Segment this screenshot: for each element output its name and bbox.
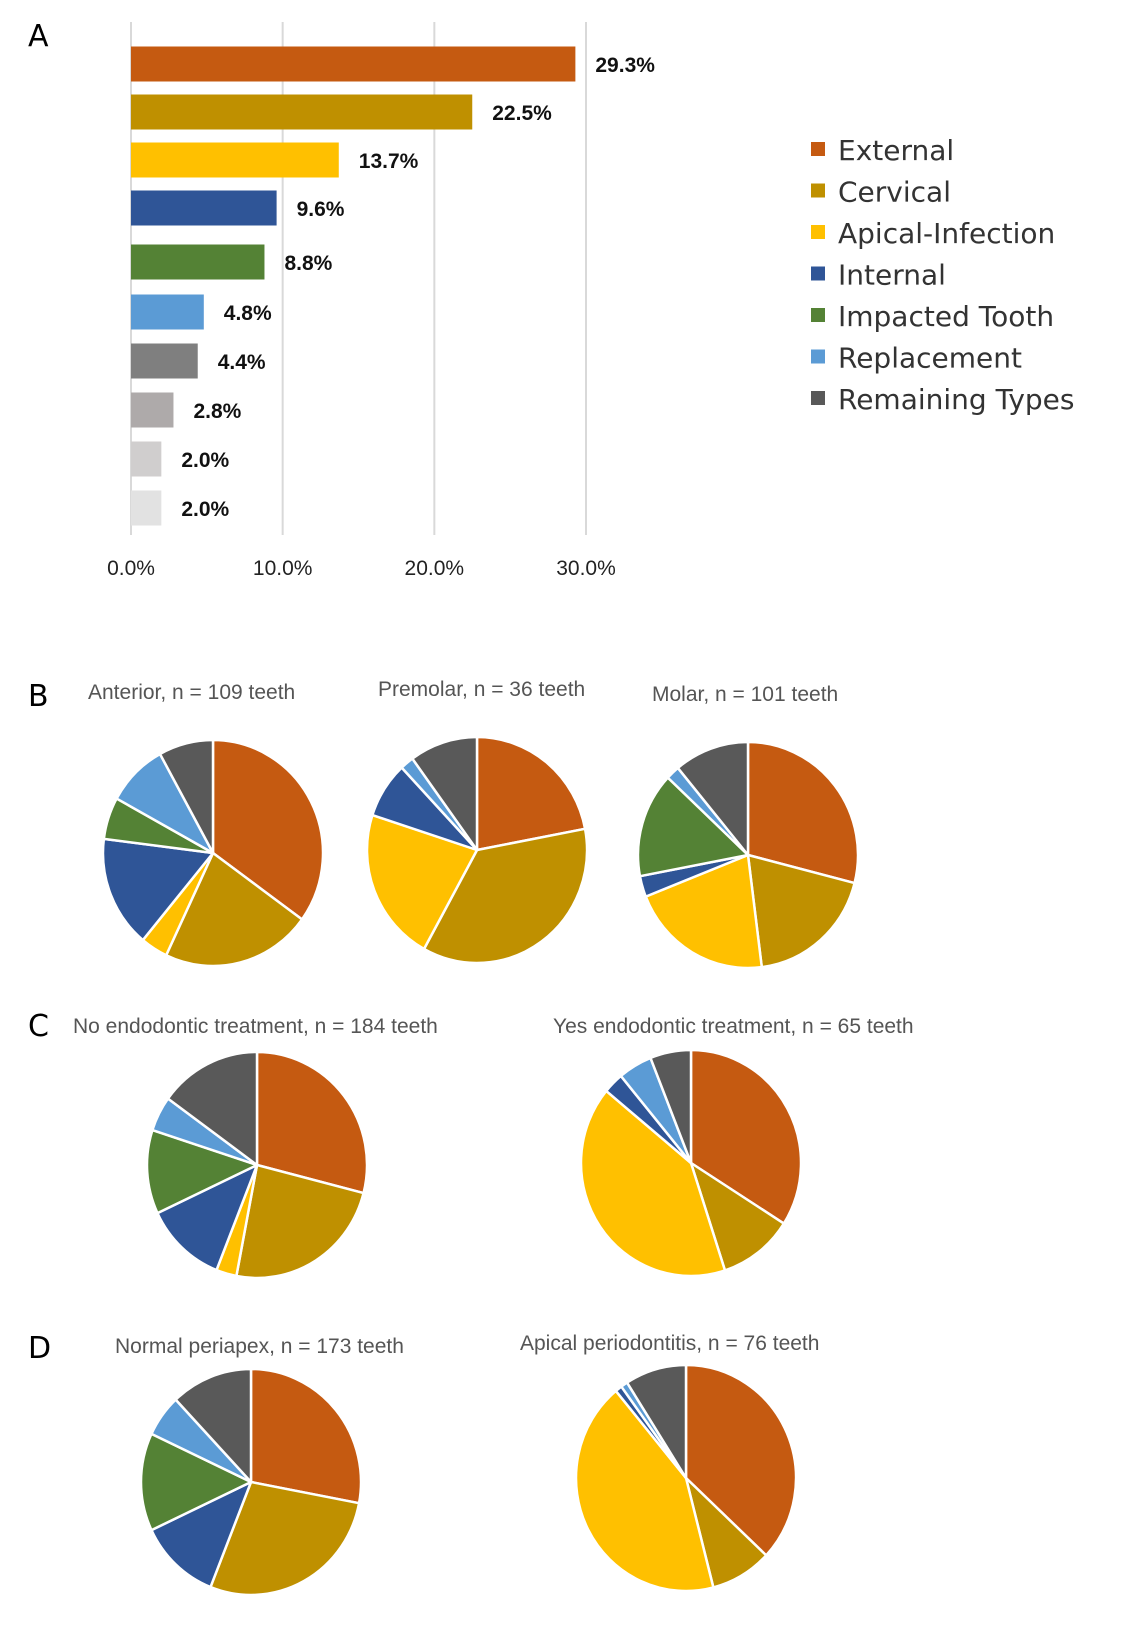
- pie-4-slice-cervical: [235, 1163, 365, 1280]
- pie-chart-3: Molar, n = 101 teeth: [636, 683, 860, 970]
- legend-label-6: Remaining Types: [838, 383, 1074, 416]
- pie-title-5: Yes endodontic treatment, n = 65 teeth: [553, 1015, 914, 1038]
- pie-chart-6: Normal periapex, n = 173 teeth: [115, 1335, 404, 1597]
- bar-1: [131, 94, 473, 130]
- bar-7: [131, 392, 174, 428]
- bar-data-label-3: 9.6%: [297, 198, 345, 221]
- pie-3-slice-remaining-types: [676, 740, 750, 857]
- bar-data-label-8: 2.0%: [181, 449, 229, 472]
- pie-chart-4: No endodontic treatment, n = 184 teeth: [73, 1015, 438, 1280]
- pie-chart-2: Premolar, n = 36 teeth: [365, 678, 589, 965]
- pie-4-slice-remaining-types: [166, 1050, 259, 1167]
- bar-data-label-5: 4.8%: [224, 302, 272, 325]
- pie-7-slice-apical-infection: [574, 1389, 715, 1593]
- pie-1-slice-external: [211, 738, 325, 921]
- legend: External Cervical Apical-Infection Internal…: [811, 134, 1074, 416]
- pie-4-slice-external: [255, 1050, 369, 1195]
- pie-2-slice-cervical: [422, 827, 589, 965]
- x-tick-label-0: 0.0%: [107, 557, 155, 580]
- bar-data-label-9: 2.0%: [181, 498, 229, 521]
- bar-data-label-7: 2.8%: [193, 400, 241, 423]
- pie-5-slice-remaining-types: [649, 1048, 693, 1165]
- pie-chart-5: Yes endodontic treatment, n = 65 teeth: [553, 1015, 914, 1278]
- pie-7-slice-remaining-types: [625, 1363, 688, 1480]
- pie-3-slice-impacted-tooth: [636, 776, 750, 878]
- bar-2: [131, 142, 339, 178]
- pie-chart-1: Anterior, n = 109 teeth: [88, 681, 325, 968]
- panel-letter-d: D: [28, 1331, 51, 1366]
- pie-4-slice-impacted-tooth: [145, 1128, 259, 1215]
- pie-1-slice-internal: [101, 837, 215, 942]
- legend-label-4: Impacted Tooth: [838, 300, 1054, 333]
- pie-charts: Anterior, n = 109 teeth Premolar, n = 36 …: [73, 678, 914, 1597]
- pie-title-7: Apical periodontitis, n = 76 teeth: [520, 1332, 819, 1355]
- bar-6: [131, 343, 198, 379]
- x-tick-label-1: 10.0%: [253, 557, 313, 580]
- bar-8: [131, 441, 162, 477]
- bar-4: [131, 244, 265, 280]
- pie-4-slice-internal: [156, 1163, 259, 1272]
- bar-chart-bars: [131, 46, 576, 526]
- pie-3-slice-apical-infection: [644, 853, 764, 970]
- x-tick-label-3: 30.0%: [556, 557, 616, 580]
- pie-6-slice-impacted-tooth: [139, 1432, 253, 1532]
- pie-3-slice-external: [746, 740, 860, 885]
- legend-swatch-5: [811, 349, 825, 364]
- pie-chart-7: Apical periodontitis, n = 76 teeth: [520, 1332, 819, 1593]
- legend-label-0: External: [838, 134, 954, 167]
- legend-label-3: Internal: [838, 259, 946, 292]
- legend-label-5: Replacement: [838, 342, 1022, 375]
- legend-swatch-4: [811, 308, 825, 322]
- legend-label-2: Apical-Infection: [838, 217, 1055, 250]
- legend-label-1: Cervical: [838, 176, 951, 209]
- panel-letter-c: C: [28, 1009, 49, 1044]
- legend-swatch-2: [811, 225, 825, 239]
- pie-6-slice-remaining-types: [174, 1367, 253, 1484]
- pie-1-slice-remaining-types: [158, 738, 215, 855]
- bar-5: [131, 294, 204, 330]
- legend-swatch-0: [811, 142, 825, 156]
- pie-title-4: No endodontic treatment, n = 184 teeth: [73, 1015, 438, 1038]
- pie-title-2: Premolar, n = 36 teeth: [378, 678, 585, 701]
- bar-9: [131, 490, 162, 526]
- pie-3-slice-cervical: [746, 853, 856, 969]
- pie-2-slice-remaining-types: [411, 735, 479, 852]
- bar-data-label-1: 22.5%: [492, 102, 552, 125]
- bar-data-label-0: 29.3%: [595, 54, 655, 77]
- bar-3: [131, 190, 277, 226]
- pie-title-1: Anterior, n = 109 teeth: [88, 681, 295, 704]
- bar-0: [131, 46, 576, 82]
- panel-letter-a: A: [28, 19, 49, 54]
- pie-6-slice-internal: [150, 1480, 253, 1589]
- pie-title-3: Molar, n = 101 teeth: [652, 683, 838, 706]
- pie-6-slice-cervical: [209, 1480, 361, 1597]
- pie-2-slice-apical-infection: [365, 813, 479, 951]
- bar-data-label-6: 4.4%: [218, 351, 266, 374]
- legend-swatch-1: [811, 183, 825, 198]
- pie-6-slice-external: [249, 1367, 363, 1505]
- x-tick-label-2: 20.0%: [405, 557, 465, 580]
- pie-title-6: Normal periapex, n = 173 teeth: [115, 1335, 404, 1358]
- legend-swatch-3: [811, 266, 825, 281]
- pie-5-slice-cervical: [689, 1161, 786, 1272]
- bar-chart-data-labels: 29.3% 22.5% 13.7% 9.6% 8.8% 4.8% 4.4% 2.8% 2.0% 2…: [181, 54, 655, 521]
- pie-5-slice-apical-infection: [579, 1089, 727, 1278]
- legend-swatch-6: [811, 391, 825, 405]
- pie-2-slice-external: [475, 735, 587, 852]
- panel-letter-b: B: [28, 679, 49, 714]
- bar-data-label-2: 13.7%: [359, 150, 419, 173]
- bar-chart-x-axis-ticks: 0.0% 10.0% 20.0% 30.0%: [107, 557, 616, 580]
- bar-data-label-4: 8.8%: [284, 252, 332, 275]
- pie-7-slice-external: [684, 1363, 798, 1557]
